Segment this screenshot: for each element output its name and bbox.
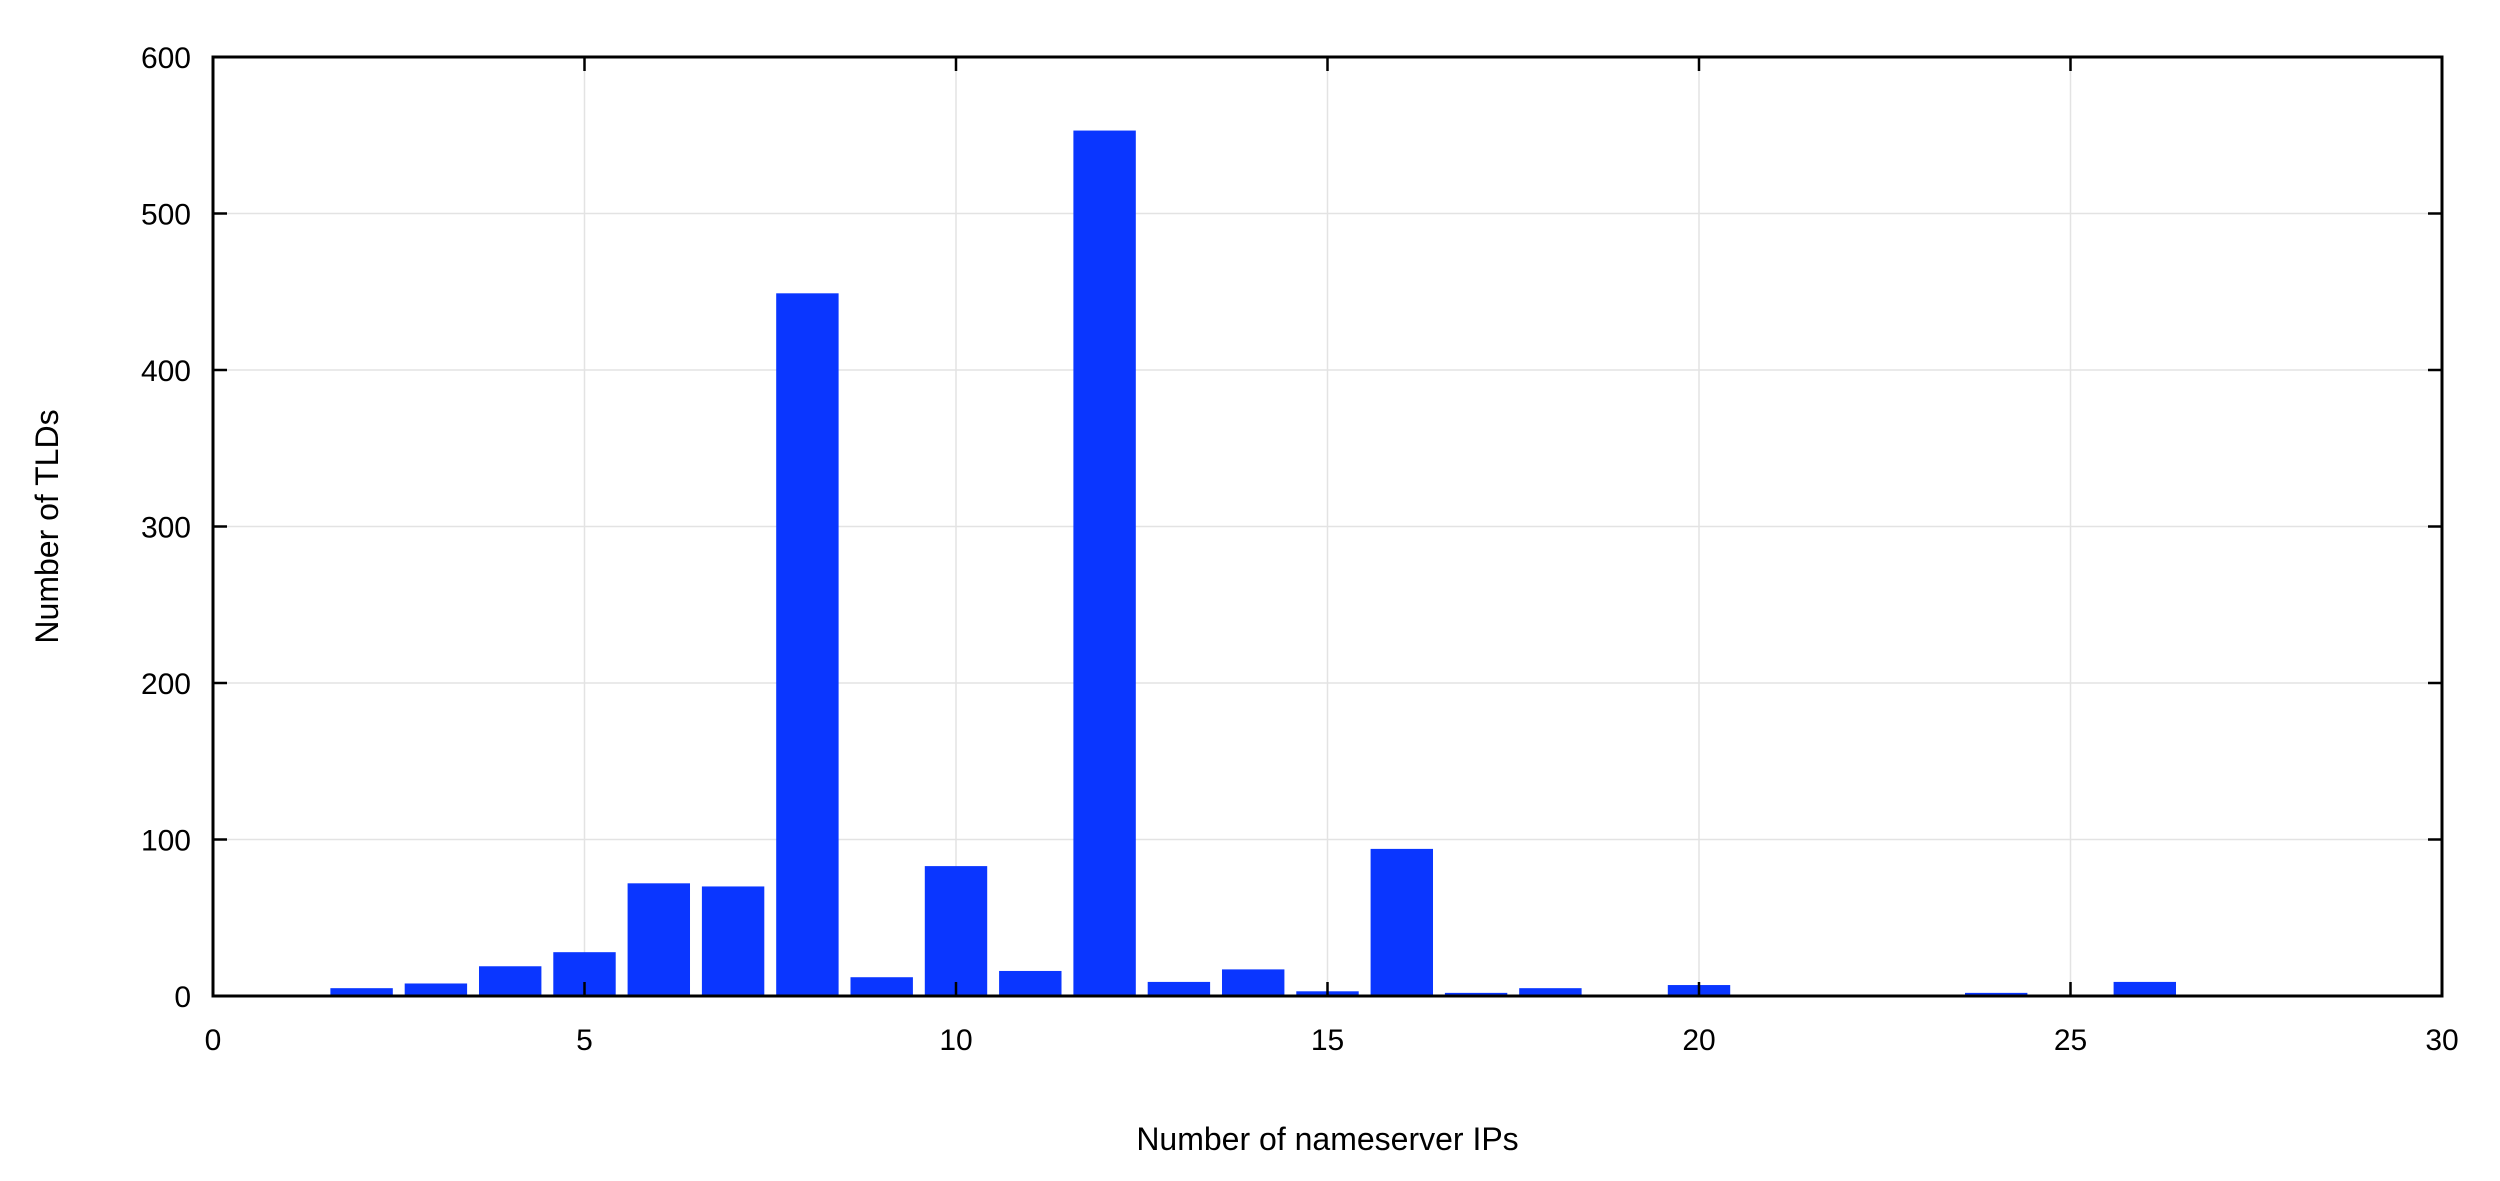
bar [1073, 130, 1136, 996]
x-axis-label: Number of nameserver IPs [1136, 1121, 1518, 1157]
bar [1519, 988, 1582, 996]
y-tick-label: 0 [174, 981, 191, 1014]
y-tick-label: 300 [141, 512, 191, 545]
bar [627, 883, 691, 996]
x-tick-label: 5 [576, 1024, 593, 1057]
x-tick-label: 10 [939, 1024, 972, 1057]
bar [1444, 992, 1508, 996]
bar [1221, 969, 1285, 996]
bar [478, 966, 542, 996]
bar [924, 866, 988, 996]
y-tick-label: 600 [141, 42, 191, 75]
x-tick-labels: 0 5 10 15 20 25 30 [205, 1024, 2459, 1057]
y-tick-label: 500 [141, 199, 191, 232]
y-tick-labels: 0 100 200 300 400 500 600 [141, 42, 191, 1014]
bars [330, 130, 2177, 996]
x-tick-label: 15 [1311, 1024, 1344, 1057]
y-tick-label: 400 [141, 355, 191, 388]
bar [850, 977, 913, 996]
axis-ticks [211, 55, 2444, 998]
y-axis-label: Number of TLDs [29, 409, 65, 643]
y-tick-label: 200 [141, 668, 191, 701]
y-tick-label: 100 [141, 825, 191, 858]
bar [2113, 981, 2177, 996]
bar [1370, 848, 1434, 996]
bar [701, 886, 765, 996]
x-tick-label: 0 [205, 1024, 222, 1057]
bar [404, 983, 468, 996]
bar [999, 970, 1062, 996]
x-tick-label: 20 [1682, 1024, 1715, 1057]
bar [776, 293, 839, 996]
grid-lines [213, 57, 2442, 996]
x-tick-label: 30 [2425, 1024, 2458, 1057]
bar [330, 988, 393, 996]
bar [1964, 992, 2028, 996]
bar [1147, 981, 1211, 996]
x-tick-label: 25 [2054, 1024, 2087, 1057]
